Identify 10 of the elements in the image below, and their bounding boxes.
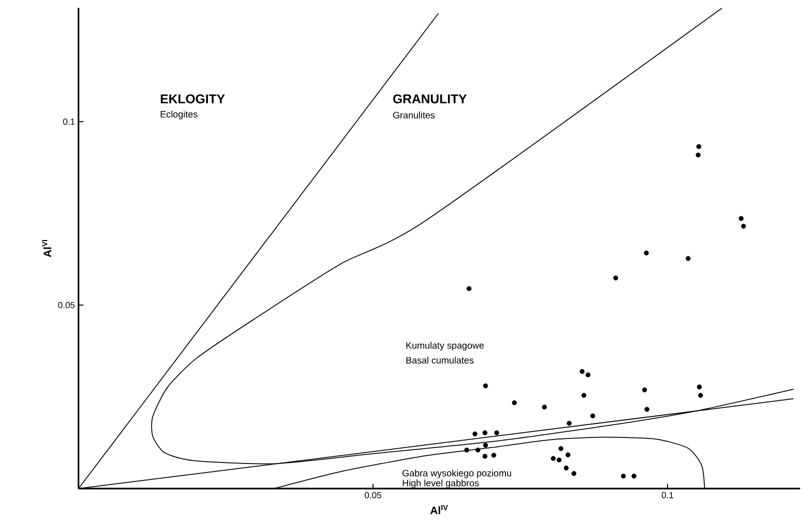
y-axis-title: Al$^{VI}$ (42, 240, 52, 258)
annotation: Granulites (393, 112, 435, 118)
annotation: EKLOGITY (160, 94, 225, 104)
annotation: Basal cumulates (406, 356, 474, 364)
annotation: Gabra wysokiego poziomu (402, 470, 512, 478)
annotation: High level gabbros (402, 480, 479, 488)
x-axis-title: Al$^{IV}$ (430, 505, 448, 514)
annotation: Eclogites (160, 110, 198, 120)
annotation: GRANULITY (393, 94, 467, 104)
annotation: Kumulaty spagowe (406, 342, 484, 351)
